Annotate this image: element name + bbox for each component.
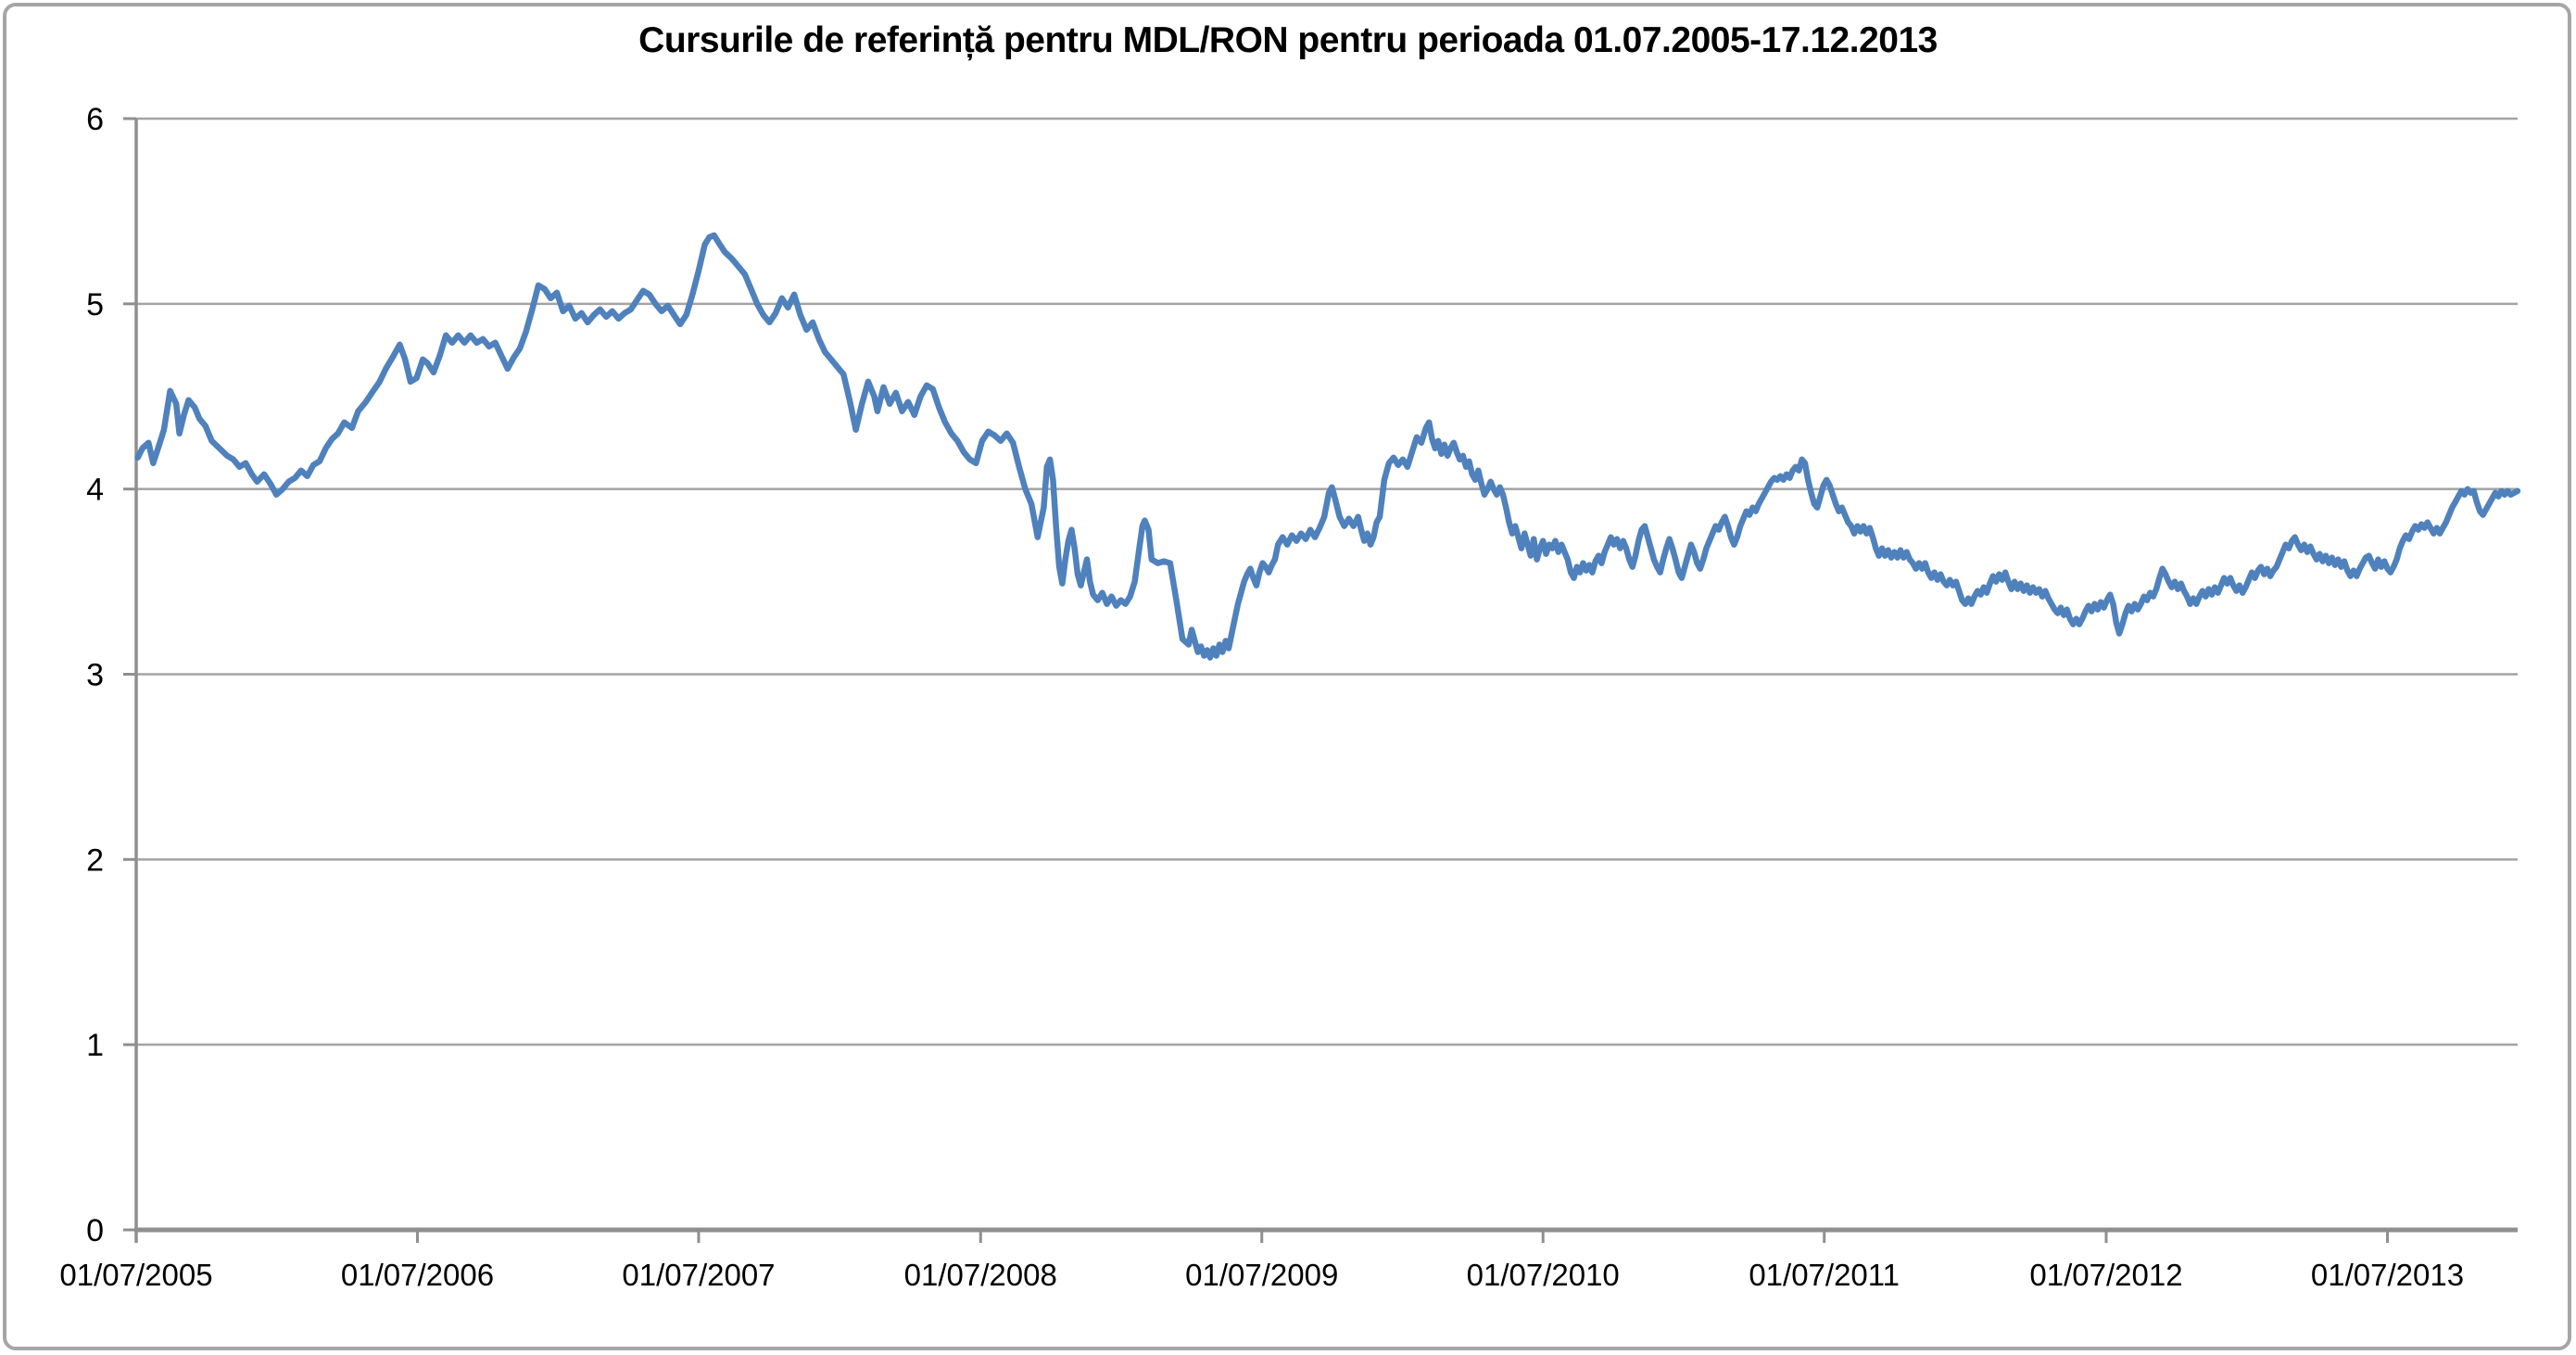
x-axis-tick-labels: 01/07/2005 01/07/2006 01/07/2007 01/07/2008…	[59, 1258, 2464, 1292]
y-axis-tick-labels: 0 1 2 3 4 5 6	[86, 102, 104, 1248]
y-tick-label-2: 2	[86, 842, 104, 878]
x-tick-label: 01/07/2010	[1467, 1258, 1620, 1292]
axes	[134, 119, 2518, 1243]
x-tick-label: 01/07/2011	[1749, 1258, 1900, 1292]
y-tick-label-1: 1	[86, 1028, 104, 1063]
y-tick-label-6: 6	[86, 102, 104, 137]
y-tick-label-4: 4	[86, 473, 104, 508]
x-tick-label: 01/07/2005	[59, 1258, 212, 1292]
x-tick-label: 01/07/2013	[2311, 1258, 2464, 1292]
x-tick-label: 01/07/2009	[1185, 1258, 1338, 1292]
x-tick-label: 01/07/2008	[904, 1258, 1057, 1292]
x-tick-label: 01/07/2012	[2029, 1258, 2182, 1292]
x-axis-ticks	[134, 1230, 2389, 1243]
rate-line	[134, 232, 2521, 661]
y-tick-label-5: 5	[86, 287, 104, 323]
y-tick-label-3: 3	[86, 658, 104, 693]
chart-title: Cursurile de referință pentru MDL/RON pe…	[638, 20, 1938, 60]
x-tick-label: 01/07/2007	[622, 1258, 775, 1292]
x-tick-label: 01/07/2006	[341, 1258, 494, 1292]
y-axis-ticks	[123, 117, 136, 1232]
y-tick-label-0: 0	[86, 1213, 104, 1248]
rate-line-series	[134, 232, 2521, 661]
